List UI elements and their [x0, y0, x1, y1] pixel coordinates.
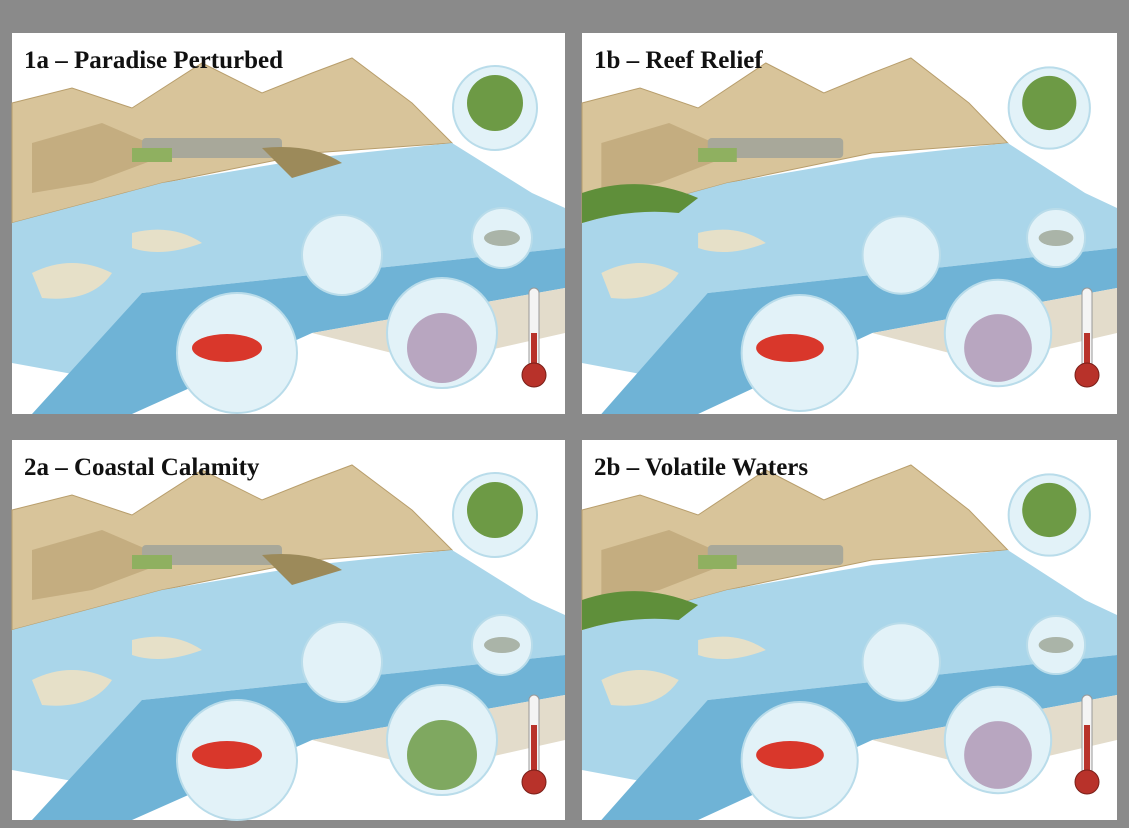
thermometer-level: [531, 333, 537, 368]
coral-inset: [407, 720, 477, 790]
fields: [698, 148, 737, 162]
coral-inset: [964, 721, 1032, 789]
mangrove-inset: [467, 75, 523, 131]
reef-flats: [601, 229, 766, 299]
fish-inset: [1038, 637, 1074, 653]
panel-title: 1a – Paradise Perturbed: [24, 47, 283, 74]
thermometer-bulb: [521, 362, 547, 388]
panel: 2a – Coastal Calamity: [11, 440, 565, 821]
panel: 1a – Paradise Perturbed: [11, 33, 565, 414]
fish-inset: [1038, 230, 1074, 246]
mangrove-inset: [1022, 75, 1077, 131]
sea: [582, 143, 1117, 383]
sea: [12, 143, 565, 383]
fish-inset: [484, 230, 520, 246]
mountain-shade: [32, 530, 172, 600]
mountain-shade: [32, 123, 172, 193]
town: [142, 545, 282, 565]
grouper-inset: [192, 741, 262, 769]
panel-title: 2a – Coastal Calamity: [24, 454, 260, 481]
thermometer-level: [1084, 725, 1091, 775]
town: [142, 138, 282, 158]
inset-bubble: [861, 622, 941, 702]
sea: [12, 550, 565, 790]
thermometer-bulb: [521, 769, 547, 795]
panel: 1b – Reef Relief: [581, 33, 1117, 414]
inset-bubble: [301, 214, 383, 296]
mangroves: [582, 591, 699, 630]
reef-flats: [32, 636, 202, 706]
sediment-plume: [262, 554, 342, 585]
fish-inset: [484, 637, 520, 653]
panel-title: 2b – Volatile Waters: [594, 454, 808, 481]
thermometer-bulb: [1074, 769, 1100, 795]
coral-inset: [964, 314, 1032, 382]
mountain-shade: [601, 530, 737, 600]
inset-bubble: [301, 621, 383, 703]
mangrove-inset: [467, 482, 523, 538]
reef-flats: [32, 229, 202, 299]
town: [707, 545, 844, 565]
sediment-plume: [262, 147, 342, 178]
thermometer-level: [1084, 333, 1091, 368]
panel: 2b – Volatile Waters: [581, 440, 1117, 820]
coral-inset: [407, 313, 477, 383]
panel-title: 1b – Reef Relief: [594, 47, 763, 74]
mangrove-inset: [1022, 482, 1077, 538]
mountain-shade: [601, 123, 737, 193]
thermometer-bulb: [1074, 362, 1100, 388]
sea: [582, 550, 1117, 790]
grouper-inset: [192, 334, 262, 362]
inset-bubble: [861, 215, 941, 295]
grouper-inset: [756, 334, 824, 362]
grouper-inset: [756, 741, 824, 769]
reef-flats: [601, 636, 766, 706]
mangroves: [582, 184, 699, 223]
fields: [132, 555, 172, 569]
fields: [698, 555, 737, 569]
town: [707, 138, 844, 158]
thermometer-level: [531, 725, 537, 775]
fields: [132, 148, 172, 162]
